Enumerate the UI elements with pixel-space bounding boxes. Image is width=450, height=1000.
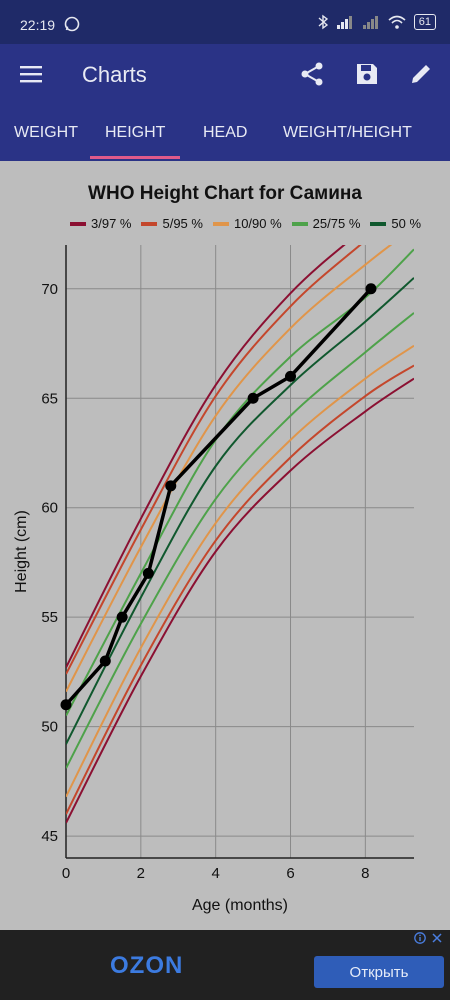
- signal-icon-2: [362, 16, 378, 29]
- percentile-curve-1-lower: [66, 364, 414, 815]
- ad-open-button[interactable]: Открыть: [314, 956, 444, 988]
- tab-weight-height[interactable]: WEIGHT/HEIGHT: [283, 124, 412, 141]
- x-tick-label: 8: [361, 865, 369, 882]
- chart-title: WHO Height Chart for Самина: [88, 183, 362, 204]
- legend-item-10-90: 10/90 %: [212, 216, 282, 231]
- status-bar: 22:19 61: [0, 0, 450, 44]
- chart-legend: 3/97 % 5/95 % 10/90 % 25/75 % 50 %: [70, 216, 421, 231]
- legend-item-25-75: 25/75 %: [291, 216, 361, 231]
- legend-item-3-97: 3/97 %: [70, 216, 131, 231]
- ad-banner[interactable]: OZON Открыть: [0, 930, 450, 1000]
- battery-level: 61: [413, 14, 436, 30]
- percentile-curve-2-upper: [66, 245, 393, 693]
- tab-bar: WEIGHT HEIGHT HEAD WEIGHT/HEIGHT: [0, 106, 450, 161]
- tab-head[interactable]: HEAD: [203, 124, 248, 141]
- legend-swatch: [370, 221, 387, 226]
- wifi-icon: [388, 15, 406, 29]
- save-icon[interactable]: [353, 60, 381, 88]
- x-tick-label: 6: [286, 865, 294, 882]
- measurement-point: [247, 392, 259, 404]
- percentile-curve-0-lower: [66, 377, 414, 824]
- info-icon[interactable]: [414, 932, 426, 944]
- y-tick-label: 65: [41, 390, 58, 407]
- legend-swatch: [291, 221, 308, 226]
- bluetooth-icon: [318, 14, 328, 30]
- measurement-point: [285, 370, 297, 382]
- app-bar: Charts: [0, 44, 450, 106]
- x-tick-label: 2: [137, 865, 145, 882]
- y-axis-label: Height (cm): [13, 510, 30, 593]
- y-tick-label: 70: [41, 281, 58, 298]
- measurement-point: [60, 699, 72, 711]
- legend-label: 5/95 %: [162, 216, 203, 231]
- y-tick-label: 55: [41, 609, 58, 626]
- share-icon[interactable]: [298, 60, 326, 88]
- percentile-curve-3-upper: [66, 248, 414, 717]
- y-tick-label: 45: [41, 828, 58, 845]
- legend-item-5-95: 5/95 %: [141, 216, 203, 231]
- status-time: 22:19: [20, 17, 56, 33]
- whatsapp-icon: [64, 16, 80, 32]
- x-axis-label: Age (months): [192, 897, 288, 914]
- y-tick-label: 50: [41, 719, 58, 736]
- active-tab-indicator: [90, 156, 180, 159]
- edit-icon[interactable]: [407, 60, 435, 88]
- legend-label: 50 %: [391, 216, 422, 231]
- legend-label: 3/97 %: [91, 216, 132, 231]
- ad-brand-logo: OZON: [110, 952, 184, 979]
- height-chart: 0 2 4 6 8 45 50 55 60 65 70 Age (months) Height (cm): [13, 245, 414, 914]
- legend-swatch: [141, 221, 158, 226]
- menu-icon[interactable]: [20, 64, 44, 84]
- percentile-curve-4-lower: [66, 277, 414, 745]
- x-tick-label: 0: [62, 865, 70, 882]
- x-tick-label: 4: [212, 865, 220, 882]
- measurement-point: [116, 611, 128, 623]
- percentile-curve-2-lower: [66, 344, 414, 798]
- measurement-point: [165, 480, 177, 492]
- tab-height[interactable]: HEIGHT: [105, 124, 166, 141]
- legend-swatch: [70, 221, 86, 226]
- y-tick-label: 60: [41, 500, 58, 517]
- legend-swatch: [212, 221, 229, 226]
- tab-weight[interactable]: WEIGHT: [14, 124, 78, 141]
- percentile-curve-1-upper: [66, 245, 362, 675]
- signal-icon: [336, 16, 352, 29]
- close-icon[interactable]: [432, 933, 442, 943]
- legend-item-50: 50 %: [370, 216, 421, 231]
- measurement-point: [142, 567, 154, 579]
- chart-area: WHO Height Chart for Самина 3/97 % 5/95 …: [0, 161, 450, 930]
- percentile-curve-0-upper: [66, 245, 346, 668]
- legend-label: 10/90 %: [233, 216, 282, 231]
- legend-label: 25/75 %: [312, 216, 361, 231]
- app-title: Charts: [82, 62, 147, 87]
- measurement-line-0: [64, 287, 373, 706]
- percentile-curve-3-lower: [66, 312, 414, 769]
- measurement-point: [99, 655, 111, 667]
- measurement-point: [365, 283, 377, 295]
